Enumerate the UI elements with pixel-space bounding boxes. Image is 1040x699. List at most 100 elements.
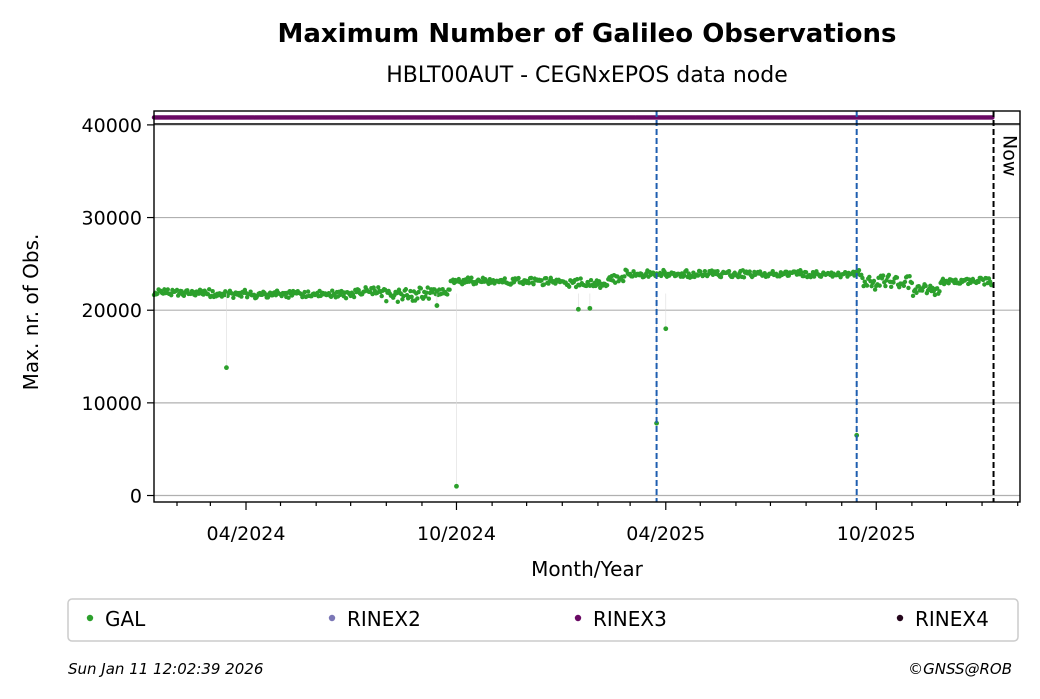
gal-point <box>578 276 583 281</box>
x-tick-label: 10/2025 <box>837 523 916 545</box>
gal-point <box>174 287 180 293</box>
gal-point <box>286 295 291 300</box>
gal-point <box>409 294 414 299</box>
gal-point <box>239 294 244 299</box>
gal-point <box>662 269 667 275</box>
axes: 0 10000 20000 30000 40000 04/2024 10/2024 04/20… <box>82 110 1021 545</box>
gal-point <box>394 290 399 296</box>
gal-point <box>343 296 349 301</box>
gal-point <box>185 288 190 293</box>
gal-point <box>684 268 689 273</box>
gal-point <box>416 289 421 295</box>
gal-point <box>937 289 942 294</box>
gal-point <box>910 293 916 299</box>
gal-point <box>543 276 549 281</box>
gal-point <box>718 274 724 280</box>
gal-point <box>575 277 580 282</box>
gal-point <box>621 278 626 284</box>
gal-point <box>604 282 610 288</box>
gal-point <box>541 282 547 287</box>
x-tick-label: 04/2025 <box>626 523 705 545</box>
gal-outlier-point <box>663 326 669 332</box>
gal-point <box>681 273 687 278</box>
gal-point <box>989 282 994 288</box>
gal-point <box>207 287 212 292</box>
gal-point <box>883 283 888 289</box>
gal-point <box>302 289 307 295</box>
x-tick-label: 10/2024 <box>417 523 496 545</box>
x-axis-label: Month/Year <box>531 557 644 581</box>
gal-point <box>248 289 253 294</box>
gal-point <box>165 287 170 292</box>
gal-point <box>376 285 381 290</box>
gal-point <box>894 275 900 280</box>
gal-point <box>856 268 862 273</box>
gal-point <box>907 274 912 279</box>
legend-label-rinex2: RINEX2 <box>347 607 421 631</box>
gal-point <box>516 275 521 281</box>
gal-point <box>867 274 872 280</box>
gal-point <box>888 284 894 290</box>
gal-point <box>437 287 442 292</box>
gal-point <box>231 295 236 300</box>
data-points <box>151 115 995 489</box>
gal-point <box>891 280 896 285</box>
gal-point <box>529 275 534 281</box>
gal-point <box>906 285 911 291</box>
gal-point <box>741 275 747 280</box>
gal-outlier-point <box>575 306 581 312</box>
gal-point <box>932 292 938 298</box>
gal-point <box>445 292 450 297</box>
footer-credit: ©GNSS@ROB <box>908 660 1012 678</box>
gal-point <box>403 287 409 292</box>
y-tick-label: 0 <box>130 486 142 508</box>
reference-lines: Now <box>655 111 1021 502</box>
gal-point <box>426 296 432 301</box>
gal-point <box>803 270 809 275</box>
gal-point <box>210 288 215 294</box>
gal-point <box>872 287 878 292</box>
gal-point <box>871 278 877 284</box>
gal-outlier-point <box>224 365 229 371</box>
legend-label-gal: GAL <box>105 607 146 631</box>
legend-marker-gal <box>86 614 94 622</box>
gal-point <box>418 286 424 291</box>
gal-point <box>976 279 981 285</box>
gal-point <box>351 294 357 300</box>
gal-point <box>695 273 701 278</box>
gal-point <box>909 280 915 286</box>
gal-point <box>155 291 160 296</box>
y-tick-label: 20000 <box>82 300 142 322</box>
gal-point <box>880 273 886 278</box>
gal-point <box>520 281 526 287</box>
gal-point <box>715 269 720 274</box>
grid-lines <box>154 124 1020 497</box>
gal-point <box>305 289 311 294</box>
gal-point <box>702 268 708 274</box>
gal-point <box>860 275 865 281</box>
gal-point <box>622 274 627 279</box>
gal-point <box>330 288 335 293</box>
legend: GAL RINEX2 RINEX3 RINEX4 <box>67 598 1019 642</box>
x-tick-label: 04/2024 <box>207 523 286 545</box>
footer-timestamp: Sun Jan 11 12:02:39 2026 <box>68 660 263 678</box>
gal-point <box>539 278 544 283</box>
gal-point <box>784 269 789 275</box>
gal-point <box>401 293 406 299</box>
gal-point <box>469 275 474 280</box>
legend-marker-rinex4 <box>896 614 904 622</box>
y-axis-label: Max. nr. of Obs. <box>19 234 43 391</box>
y-tick-label: 40000 <box>82 115 142 137</box>
gal-point <box>447 287 452 292</box>
gal-outlier-point <box>587 305 593 311</box>
gal-outlier-point <box>454 483 459 489</box>
gal-point <box>864 283 870 288</box>
gal-point <box>801 273 806 279</box>
gal-point <box>946 281 951 286</box>
gal-point <box>726 269 732 274</box>
gal-point <box>395 299 401 305</box>
gal-point <box>884 278 889 283</box>
gal-point <box>612 280 618 285</box>
gal-point <box>920 288 925 293</box>
